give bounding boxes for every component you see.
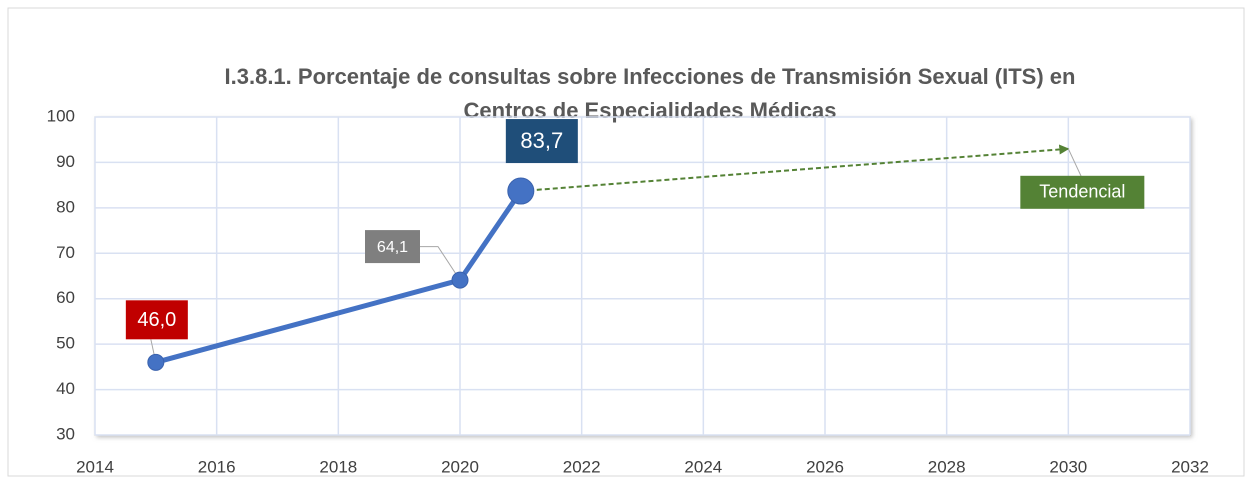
chart-frame (7, 7, 1245, 477)
chart-title: I.3.8.1. Porcentaje de consultas sobre I… (225, 64, 1076, 89)
data-label-box (125, 300, 188, 340)
x-tick-label: 2030 (1049, 457, 1087, 476)
x-tick-label: 2016 (198, 457, 236, 476)
data-point (147, 353, 165, 371)
leader-line (420, 246, 461, 281)
x-tick-label: 2026 (806, 457, 844, 476)
y-tick-label: 30 (56, 424, 75, 443)
data-label: 46,0 (137, 309, 176, 331)
chart-subtitle: Centros de Especialidades Médicas (464, 98, 837, 123)
data-point (507, 177, 535, 205)
y-tick-label: 80 (56, 197, 75, 216)
x-tick-label: 2024 (684, 457, 722, 476)
y-tick-label: 70 (56, 243, 75, 262)
y-tick-label: 40 (56, 379, 75, 398)
y-tick-label: 50 (56, 334, 75, 353)
x-tick-label: 2020 (441, 457, 479, 476)
plot-area (94, 116, 1191, 436)
x-tick-label: 2032 (1171, 457, 1209, 476)
trend-label-box (1020, 175, 1145, 209)
y-tick-label: 90 (56, 152, 75, 171)
x-tick-label: 2022 (563, 457, 601, 476)
data-label: 83,7 (520, 128, 563, 153)
trend-line (520, 144, 1070, 193)
x-tick-label: 2018 (319, 457, 357, 476)
y-tick-label: 100 (47, 106, 75, 125)
data-label-box (365, 230, 420, 264)
data-point (451, 271, 469, 289)
data-label: 64,1 (377, 239, 408, 256)
x-tick-label: 2028 (928, 457, 966, 476)
trend-label: Tendencial (1039, 182, 1125, 202)
data-label-box (505, 119, 578, 164)
y-tick-label: 60 (56, 288, 75, 307)
leader-line (1067, 148, 1083, 180)
x-tick-label: 2014 (76, 457, 114, 476)
